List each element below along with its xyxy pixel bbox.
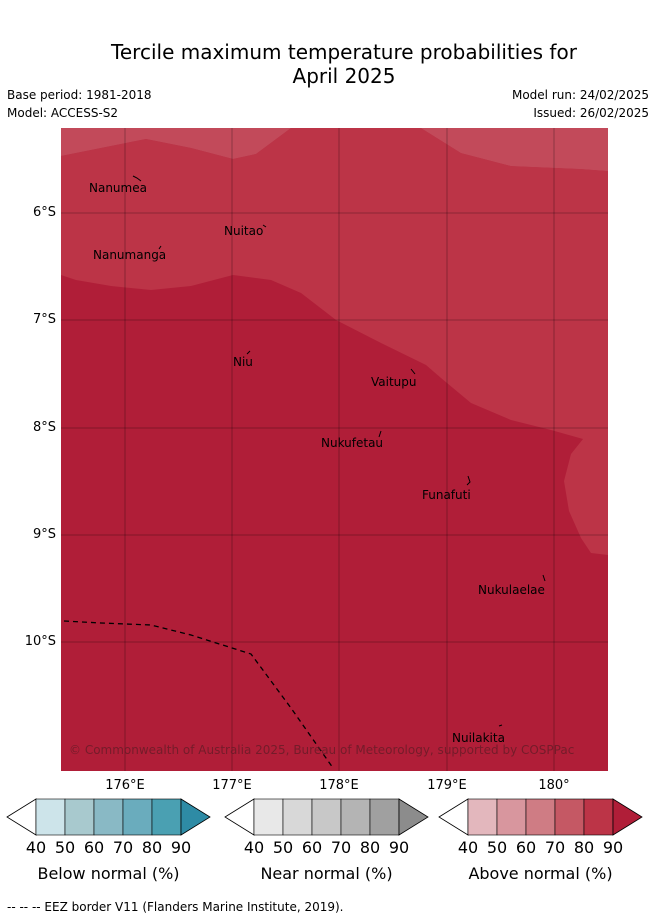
place-label: Nukufetau	[321, 436, 383, 450]
colorbar-extend-high	[398, 798, 429, 836]
base-period: Base period: 1981-2018	[7, 88, 152, 102]
colorbar-above-normal	[438, 798, 643, 836]
colorbar-bin	[311, 798, 342, 836]
colorbar-tick: 90	[170, 838, 192, 857]
colorbar-extend-high	[180, 798, 211, 836]
place-label: Nuilakita	[452, 731, 505, 745]
colorbar-tick: 90	[388, 838, 410, 857]
colorbar-tick: 50	[54, 838, 76, 857]
copyright-notice: © Commonwealth of Australia 2025, Bureau…	[69, 743, 574, 757]
lat-label: 7°S	[32, 312, 56, 327]
colorbar-bin	[151, 798, 182, 836]
probability-map: Nanumea Nuitao Nanumanga Niu Vaitupu Nuk…	[61, 128, 608, 771]
place-label: Niu	[233, 355, 253, 369]
colorbar-bin	[35, 798, 66, 836]
colorbar-extend-low	[6, 798, 37, 836]
colorbar-extend-high	[612, 798, 643, 836]
place-label: Funafuti	[422, 488, 471, 502]
map-title: Tercile maximum temperature probabilitie…	[0, 40, 655, 88]
colorbar-tick: 70	[544, 838, 566, 857]
colorbar-bin	[253, 798, 284, 836]
colorbar-label-below: Below normal (%)	[37, 864, 180, 883]
colorbar-label-near: Near normal (%)	[260, 864, 393, 883]
title-line-2: April 2025	[292, 64, 396, 88]
colorbar-below-normal	[6, 798, 211, 836]
place-label: Nanumanga	[93, 248, 166, 262]
colorbar-extend-low	[438, 798, 469, 836]
lon-label: 179°E	[427, 778, 467, 793]
colorbar-bin	[583, 798, 614, 836]
place-labels: Nanumea Nuitao Nanumanga Niu Vaitupu Nuk…	[89, 181, 545, 745]
colorbar-bin	[467, 798, 498, 836]
model-run: Model run: 24/02/2025	[511, 88, 649, 102]
colorbar-tick: 40	[243, 838, 265, 857]
colorbar-tick: 70	[112, 838, 134, 857]
colorbar-bin	[93, 798, 124, 836]
colorbar-near-normal	[224, 798, 429, 836]
colorbar-bin	[340, 798, 371, 836]
colorbar-tick: 80	[573, 838, 595, 857]
colorbar-bin	[122, 798, 153, 836]
place-label: Nuitao	[224, 224, 263, 238]
above-normal-60-70-region	[61, 128, 608, 171]
graticule	[61, 128, 608, 771]
colorbar-bin	[369, 798, 400, 836]
eez-border	[63, 620, 334, 769]
colorbar-tick: 40	[457, 838, 479, 857]
colorbar-tick: 80	[141, 838, 163, 857]
colorbar-tick: 60	[83, 838, 105, 857]
lat-label: 8°S	[32, 420, 56, 435]
lon-label: 176°E	[105, 778, 145, 793]
colorbar-tick: 60	[301, 838, 323, 857]
colorbar-tick: 60	[515, 838, 537, 857]
colorbar-bin	[64, 798, 95, 836]
model-name: Model: ACCESS-S2	[7, 106, 119, 120]
colorbar-bin	[554, 798, 585, 836]
colorbar-tick: 90	[602, 838, 624, 857]
colorbar-label-above: Above normal (%)	[468, 864, 613, 883]
lon-label: 180°	[538, 778, 570, 793]
lon-label: 178°E	[319, 778, 359, 793]
place-label: Nukulaelae	[478, 583, 545, 597]
colorbar-tick: 50	[486, 838, 508, 857]
place-label: Nanumea	[89, 181, 147, 195]
colorbar-bin	[525, 798, 556, 836]
issued-date: Issued: 26/02/2025	[533, 106, 649, 120]
lat-label: 9°S	[32, 527, 56, 542]
colorbar-tick: 80	[359, 838, 381, 857]
lon-label: 177°E	[212, 778, 252, 793]
title-line-1: Tercile maximum temperature probabilitie…	[111, 40, 577, 64]
colorbar-tick: 70	[330, 838, 352, 857]
place-label: Vaitupu	[371, 375, 417, 389]
lat-label: 6°S	[32, 205, 56, 220]
colorbar-extend-low	[224, 798, 255, 836]
above-normal-70-80-region-main	[61, 128, 608, 555]
colorbar-tick: 50	[272, 838, 294, 857]
eez-legend: -- -- -- EEZ border V11 (Flanders Marine…	[7, 900, 344, 914]
colorbar-bin	[282, 798, 313, 836]
colorbar-bin	[496, 798, 527, 836]
island-marks	[132, 175, 546, 727]
colorbar-tick: 40	[25, 838, 47, 857]
lat-label: 10°S	[24, 634, 56, 649]
